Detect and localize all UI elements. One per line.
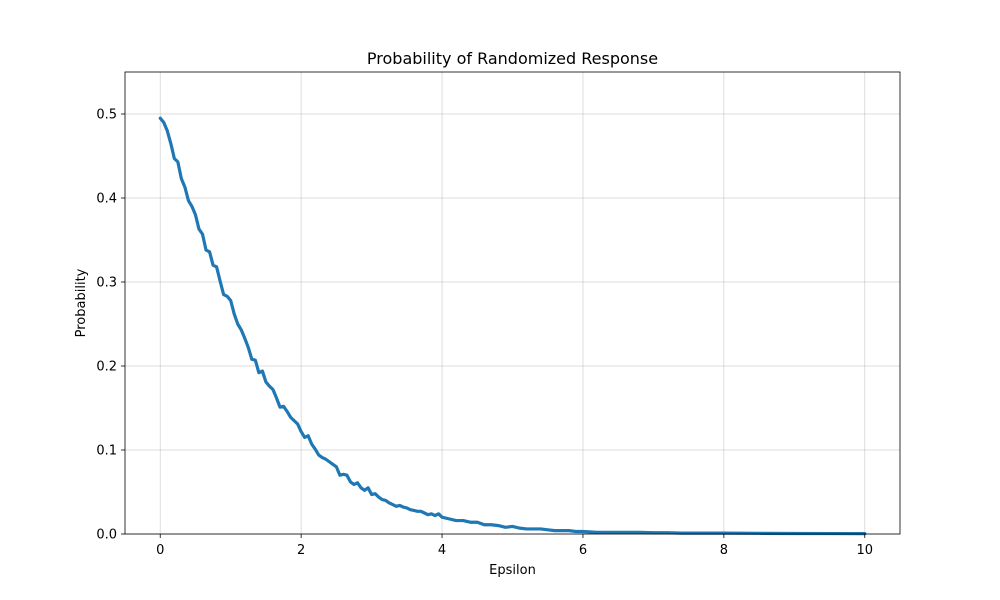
x-tick-label: 4 <box>438 543 446 558</box>
y-tick-label: 0.1 <box>96 444 117 459</box>
x-tick-label: 0 <box>156 543 164 558</box>
plot-frame <box>124 71 901 535</box>
y-tick-label: 0.4 <box>96 192 117 207</box>
ticks: 0 2 4 6 8 10 0.0 0.1 0.2 0.3 0.4 0.5 <box>96 108 873 559</box>
y-tick-label: 0.2 <box>96 360 117 375</box>
y-tick-label: 0.0 <box>96 528 117 543</box>
y-tick-label: 0.5 <box>96 108 117 123</box>
x-tick-label: 6 <box>579 543 587 558</box>
series-line <box>158 116 867 536</box>
grid <box>125 72 900 535</box>
x-tick-label: 8 <box>720 543 728 558</box>
chart-title: Probability of Randomized Response <box>367 49 658 68</box>
y-axis-label: Probability <box>74 268 89 337</box>
x-tick-label: 2 <box>297 543 305 558</box>
y-tick-label: 0.3 <box>96 276 117 291</box>
x-axis-label: Epsilon <box>489 563 536 578</box>
x-tick-label: 10 <box>856 543 873 558</box>
